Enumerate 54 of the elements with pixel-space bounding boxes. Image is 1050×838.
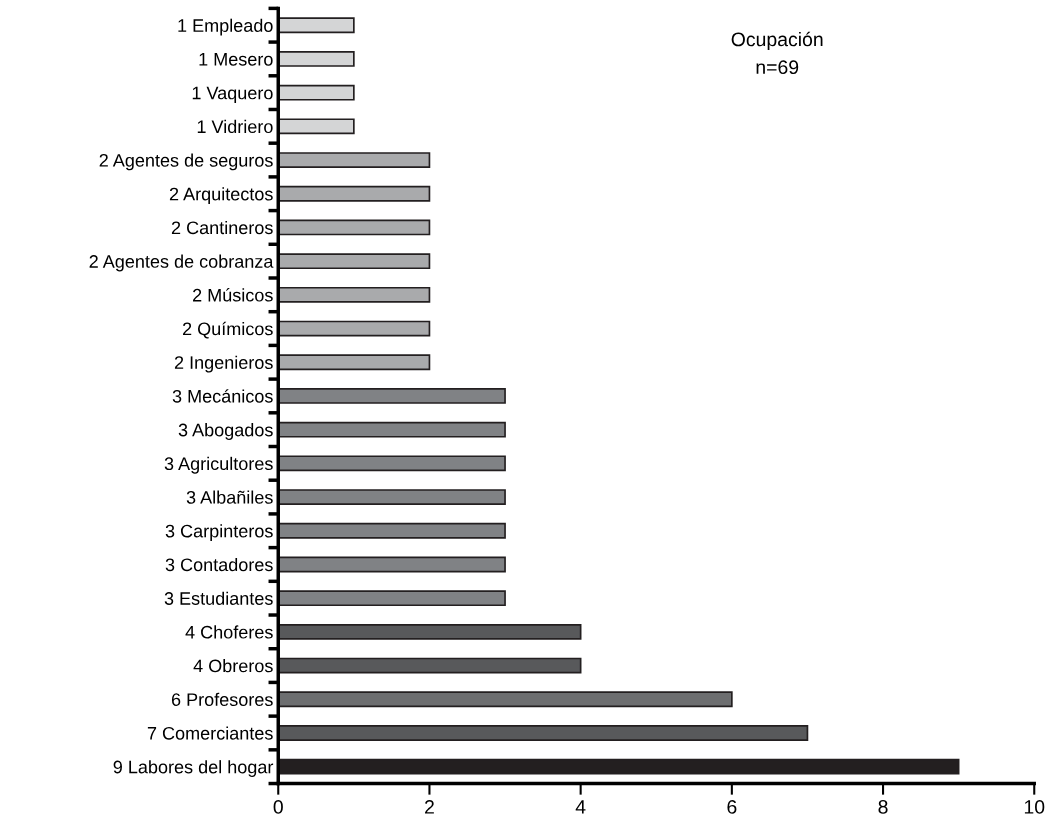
y-tick-label: 2 Músicos [193, 288, 273, 302]
x-tick-label: 8 [878, 800, 888, 814]
bar [278, 725, 809, 741]
y-tick-label: 3 Estudiantes [164, 591, 273, 605]
bar [278, 253, 431, 270]
bar [278, 17, 355, 34]
bar [278, 51, 355, 67]
y-tick-label: 2 Ingenieros [174, 355, 273, 373]
x-tick-label: 0 [273, 800, 283, 814]
y-tick-label: 9 Labores del hogar [113, 760, 274, 777]
y-tick-label: 6 Profesores [171, 692, 273, 706]
bar [278, 118, 355, 135]
annotation: n=69 [756, 60, 799, 75]
bar [278, 286, 431, 303]
bar [278, 388, 506, 404]
y-tick-label: 1 Vaquero [192, 86, 273, 103]
y-tick-label: 1 Vidriero [197, 119, 273, 134]
bar [278, 522, 506, 539]
bar [278, 185, 431, 202]
annotation: Ocupación [731, 31, 823, 51]
bar [278, 219, 431, 236]
bar [278, 556, 506, 573]
y-tick-label: 2 Cantineros [171, 220, 273, 235]
y-tick-label: 4 Choferes [185, 625, 273, 639]
bar [278, 421, 506, 438]
y-tick-label: 3 Abogados [178, 423, 273, 440]
y-tick-label: 3 Albañiles [186, 490, 273, 504]
y-tick-label: 1 Empleado [178, 18, 273, 36]
bar [278, 489, 506, 505]
y-tick-label: 2 Arquitectos [169, 187, 273, 205]
x-tick-label: 2 [425, 800, 434, 814]
bar [278, 758, 960, 775]
y-tick-label: 2 Químicos [182, 321, 273, 339]
bar [278, 320, 431, 337]
x-tick-label: 4 [575, 800, 586, 814]
bar [278, 623, 582, 640]
y-tick-label: 1 Mesero [199, 53, 273, 66]
bar [278, 590, 506, 607]
y-tick-label: 2 Agentes de seguros [99, 153, 273, 171]
y-tick-label: 7 Comerciantes [147, 726, 273, 740]
bar [278, 354, 431, 371]
x-tick-label: 6 [727, 800, 737, 814]
bar [278, 455, 506, 472]
bar [278, 691, 733, 708]
x-tick-label: 10 [1024, 800, 1045, 814]
y-tick-label: 3 Agricultores [164, 456, 273, 474]
y-tick-label: 3 Carpinteros [165, 524, 273, 542]
bar [278, 152, 431, 168]
bar [278, 84, 355, 101]
y-tick-label: 3 Mecánicos [172, 389, 273, 403]
bar [278, 657, 582, 674]
y-tick-label: 4 Obreros [193, 659, 273, 673]
y-tick-label: 2 Agentes de cobranza [89, 254, 274, 272]
y-tick-label: 3 Contadores [165, 557, 273, 572]
